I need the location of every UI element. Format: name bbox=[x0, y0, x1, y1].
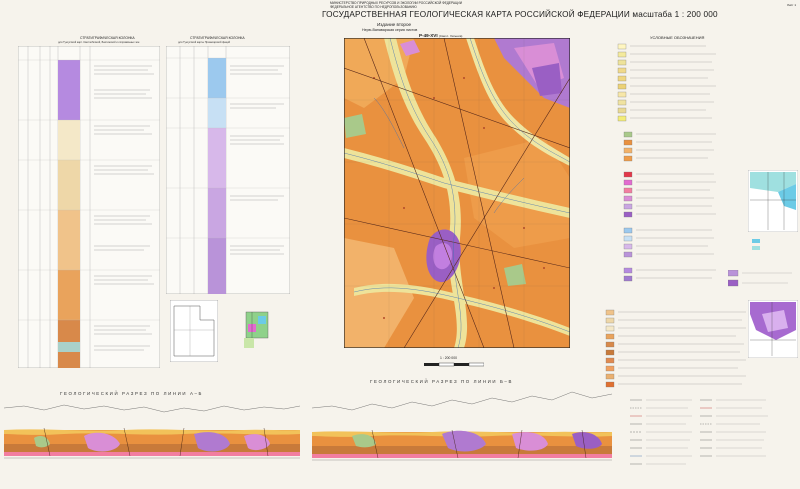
cross-section-b-v bbox=[312, 388, 612, 470]
left-column-subtitle: для Тунгусской карт. Светлобсокой, Бахти… bbox=[58, 41, 140, 44]
ministry-line-2: ФЕДЕРАЛЬНОЕ АГЕНТСТВО ПО НЕДРОПОЛЬЗОВАНИ… bbox=[330, 4, 417, 9]
legend-title: УСЛОВНЫЕ ОБОЗНАЧЕНИЯ bbox=[650, 35, 705, 40]
section-b-v-title: ГЕОЛОГИЧЕСКИЙ РАЗРЕЗ ПО ЛИНИИ Б–В bbox=[370, 379, 513, 384]
sheet-name: (Светл. Хатынга) bbox=[438, 34, 463, 38]
mid-column-title: СТРАТИГРАФИЧЕСКАЯ КОЛОНКА bbox=[190, 36, 245, 40]
map-legend bbox=[605, 43, 768, 465]
geological-map[interactable] bbox=[344, 38, 570, 348]
intrusive-legend-chips bbox=[728, 270, 792, 287]
sheet-number: P-49-XVI (Светл. Хатынга) bbox=[419, 33, 462, 38]
left-stratigraphic-column bbox=[18, 46, 160, 368]
sheet-corner-label: Лист 1 bbox=[786, 3, 796, 7]
edition-label: Издание второе bbox=[377, 22, 412, 27]
mid-column-subtitle: для Тунгусской карты Приангарской фаций bbox=[178, 41, 231, 44]
index-map-schematic bbox=[170, 300, 218, 362]
map-scale-label: 1 : 200 000 bbox=[440, 356, 457, 360]
sheet-number-code: P-49-XVI bbox=[419, 33, 438, 38]
map-title: ГОСУДАРСТВЕННАЯ ГЕОЛОГИЧЕСКАЯ КАРТА РОСС… bbox=[322, 10, 718, 19]
scale-bar bbox=[424, 362, 484, 367]
inset-map-intrusive bbox=[748, 300, 798, 358]
index-map-colored bbox=[244, 311, 269, 348]
inset-map-legend-chips bbox=[752, 239, 760, 250]
inset-map-tectonic bbox=[748, 170, 798, 232]
left-column-title: СТРАТИГРАФИЧЕСКАЯ КОЛОНКА bbox=[80, 36, 135, 40]
series-label: Нерю-Ванаварская серия листов bbox=[362, 28, 418, 32]
middle-stratigraphic-column bbox=[166, 46, 290, 294]
section-a-b-title: ГЕОЛОГИЧЕСКИЙ РАЗРЕЗ ПО ЛИНИИ А–Б bbox=[60, 391, 203, 396]
ministry-line-1: МИНИСТЕРСТВО ПРИРОДНЫХ РЕСУРСОВ И ЭКОЛОГ… bbox=[330, 1, 462, 5]
cross-section-a-b bbox=[4, 400, 300, 470]
ministry-header: МИНИСТЕРСТВО ПРИРОДНЫХ РЕСУРСОВ И ЭКОЛОГ… bbox=[330, 1, 462, 9]
